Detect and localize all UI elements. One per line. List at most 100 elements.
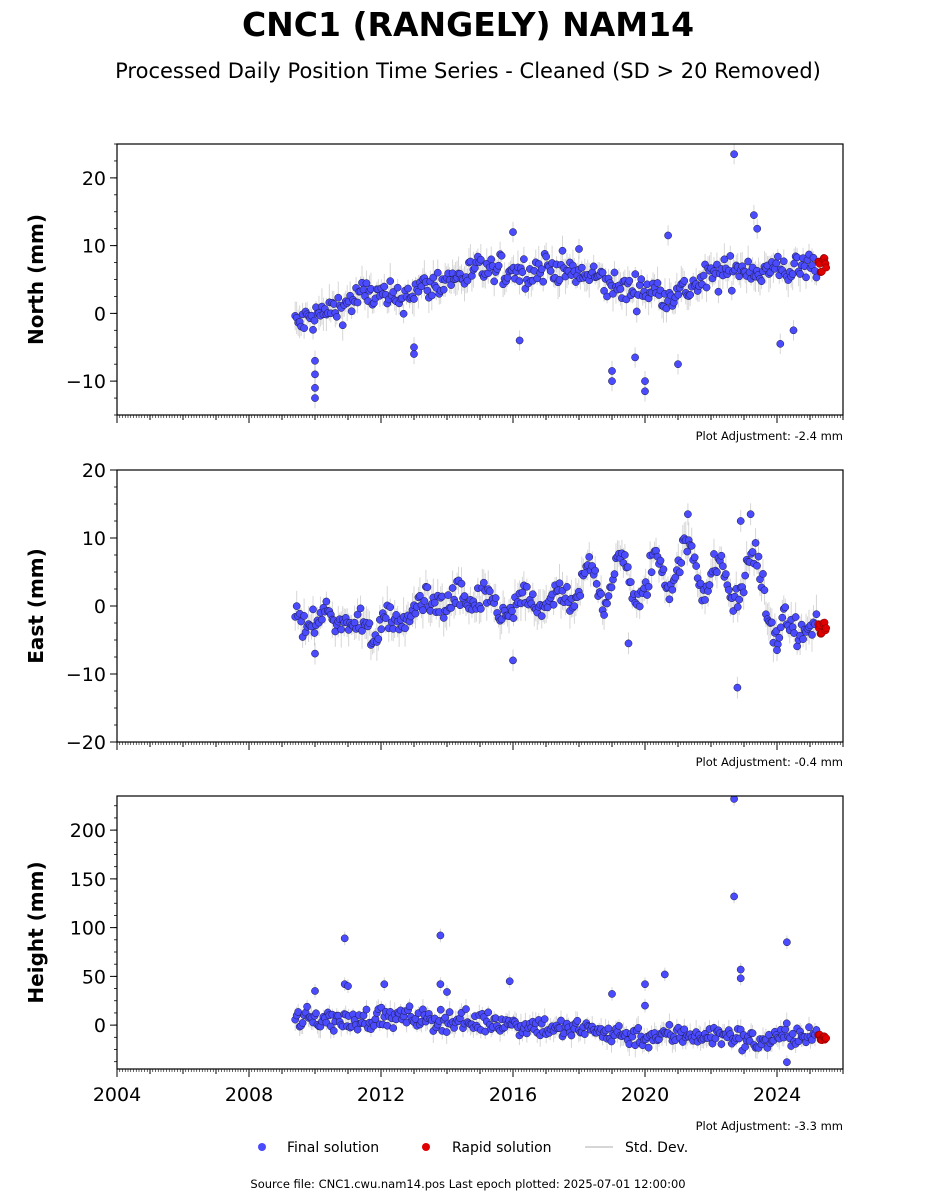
legend-rapid-label: Rapid solution bbox=[452, 1140, 552, 1156]
east-final-point bbox=[626, 578, 635, 586]
north-ytick-label: 10 bbox=[82, 236, 106, 258]
east-final-point bbox=[555, 579, 564, 588]
chart-title: CNC1 (RANGELY) NAM14 bbox=[242, 5, 694, 44]
height-outlier-point bbox=[641, 980, 649, 989]
north-outlier-point bbox=[776, 340, 785, 348]
east-final-point bbox=[665, 595, 674, 604]
east-outlier-point bbox=[509, 656, 517, 665]
east-outlier-point bbox=[311, 649, 319, 658]
north-final-point bbox=[399, 309, 408, 318]
height-outlier-point bbox=[311, 987, 319, 995]
height-outlier-point bbox=[436, 980, 445, 989]
height-final-point bbox=[615, 1022, 623, 1030]
east-final-point bbox=[576, 591, 585, 600]
north-outlier-point bbox=[641, 387, 649, 396]
north-final-point bbox=[309, 325, 317, 334]
height-final-point bbox=[436, 1005, 445, 1014]
east-final-point bbox=[781, 603, 790, 612]
east-final-point bbox=[687, 542, 696, 550]
east-final-point bbox=[485, 587, 494, 596]
north-final-point bbox=[347, 307, 356, 316]
north-ytick-label: 20 bbox=[82, 168, 106, 190]
east-final-point bbox=[374, 635, 383, 643]
north-final-point bbox=[637, 275, 646, 284]
east-final-point bbox=[647, 568, 656, 577]
east-final-point bbox=[537, 612, 546, 620]
north-final-point bbox=[515, 277, 524, 285]
height-final-point bbox=[294, 1008, 303, 1016]
north-final-point bbox=[577, 263, 586, 272]
east-final-point bbox=[592, 580, 601, 588]
legend-rapid-marker bbox=[422, 1143, 430, 1151]
east-final-point bbox=[460, 592, 469, 600]
east-final-point bbox=[671, 573, 680, 582]
height-final-point bbox=[405, 1002, 414, 1011]
north-outlier-point bbox=[753, 224, 762, 233]
north-final-point bbox=[546, 267, 555, 275]
north-outlier-point bbox=[311, 370, 319, 379]
height-ytick-label: 150 bbox=[70, 869, 106, 891]
north-final-point bbox=[463, 276, 472, 285]
height-final-point bbox=[567, 1031, 576, 1040]
north-adjustment: Plot Adjustment: -2.4 mm bbox=[696, 429, 843, 443]
height-final-point bbox=[484, 1008, 493, 1017]
north-final-point bbox=[353, 298, 362, 307]
north-final-point bbox=[334, 293, 343, 302]
east-ytick-label: 20 bbox=[82, 460, 106, 482]
north-outlier-point bbox=[789, 326, 798, 335]
north-final-point bbox=[490, 277, 499, 286]
north-final-point bbox=[812, 273, 821, 282]
north-final-point bbox=[702, 283, 711, 292]
east-ytick-label: 0 bbox=[94, 596, 106, 618]
east-final-point bbox=[358, 627, 366, 635]
north-outlier-point bbox=[750, 211, 758, 219]
north-final-point bbox=[714, 287, 723, 296]
height-final-point bbox=[362, 1005, 371, 1014]
east-ytick-label: −20 bbox=[66, 732, 106, 754]
east-final-point bbox=[753, 561, 761, 570]
east-rapid-point bbox=[822, 624, 831, 633]
east-final-point bbox=[739, 588, 748, 597]
east-final-point bbox=[600, 611, 608, 619]
east-final-point bbox=[476, 605, 485, 613]
height-final-point bbox=[389, 1024, 398, 1032]
north-final-point bbox=[773, 252, 782, 261]
east-final-point bbox=[675, 568, 684, 577]
east-final-point bbox=[381, 614, 390, 623]
north-plot-frame bbox=[116, 143, 844, 416]
north-final-point bbox=[796, 270, 804, 278]
east-final-point bbox=[735, 595, 744, 604]
height-final-point bbox=[580, 1030, 589, 1038]
north-outlier-point bbox=[641, 377, 649, 385]
north-outlier-point bbox=[311, 384, 319, 392]
legend: Final solution Rapid solution Std. Dev. bbox=[258, 1140, 688, 1156]
east-final-point bbox=[808, 631, 816, 639]
height-final-point bbox=[312, 1009, 320, 1018]
height-outlier-point bbox=[730, 892, 738, 901]
north-outlier-point bbox=[575, 245, 583, 253]
north-data-area bbox=[291, 144, 831, 409]
north-final-point bbox=[539, 277, 548, 286]
east-final-point bbox=[591, 566, 600, 575]
height-final-point bbox=[329, 1026, 338, 1035]
height-outlier-point bbox=[736, 974, 745, 983]
east-final-point bbox=[635, 602, 644, 611]
height-outlier-point bbox=[608, 990, 616, 998]
north-final-point bbox=[744, 257, 752, 266]
height-final-point bbox=[573, 1016, 582, 1025]
north-final-point bbox=[476, 255, 485, 264]
height-final-point bbox=[805, 1023, 813, 1032]
east-final-point bbox=[748, 548, 757, 556]
height-rapid-points bbox=[814, 1030, 831, 1045]
north-final-point bbox=[699, 271, 708, 280]
height-xtick-label: 2016 bbox=[489, 1084, 537, 1106]
height-final-point bbox=[788, 1029, 797, 1038]
height-ytick-label: 100 bbox=[70, 918, 106, 940]
east-final-point bbox=[491, 594, 500, 602]
north-outlier-point bbox=[311, 394, 319, 402]
north-final-point bbox=[429, 273, 438, 282]
north-final-point bbox=[310, 316, 319, 325]
height-final-point bbox=[748, 1029, 757, 1038]
north-final-point bbox=[410, 295, 418, 303]
height-xtick-label: 2012 bbox=[357, 1084, 405, 1106]
